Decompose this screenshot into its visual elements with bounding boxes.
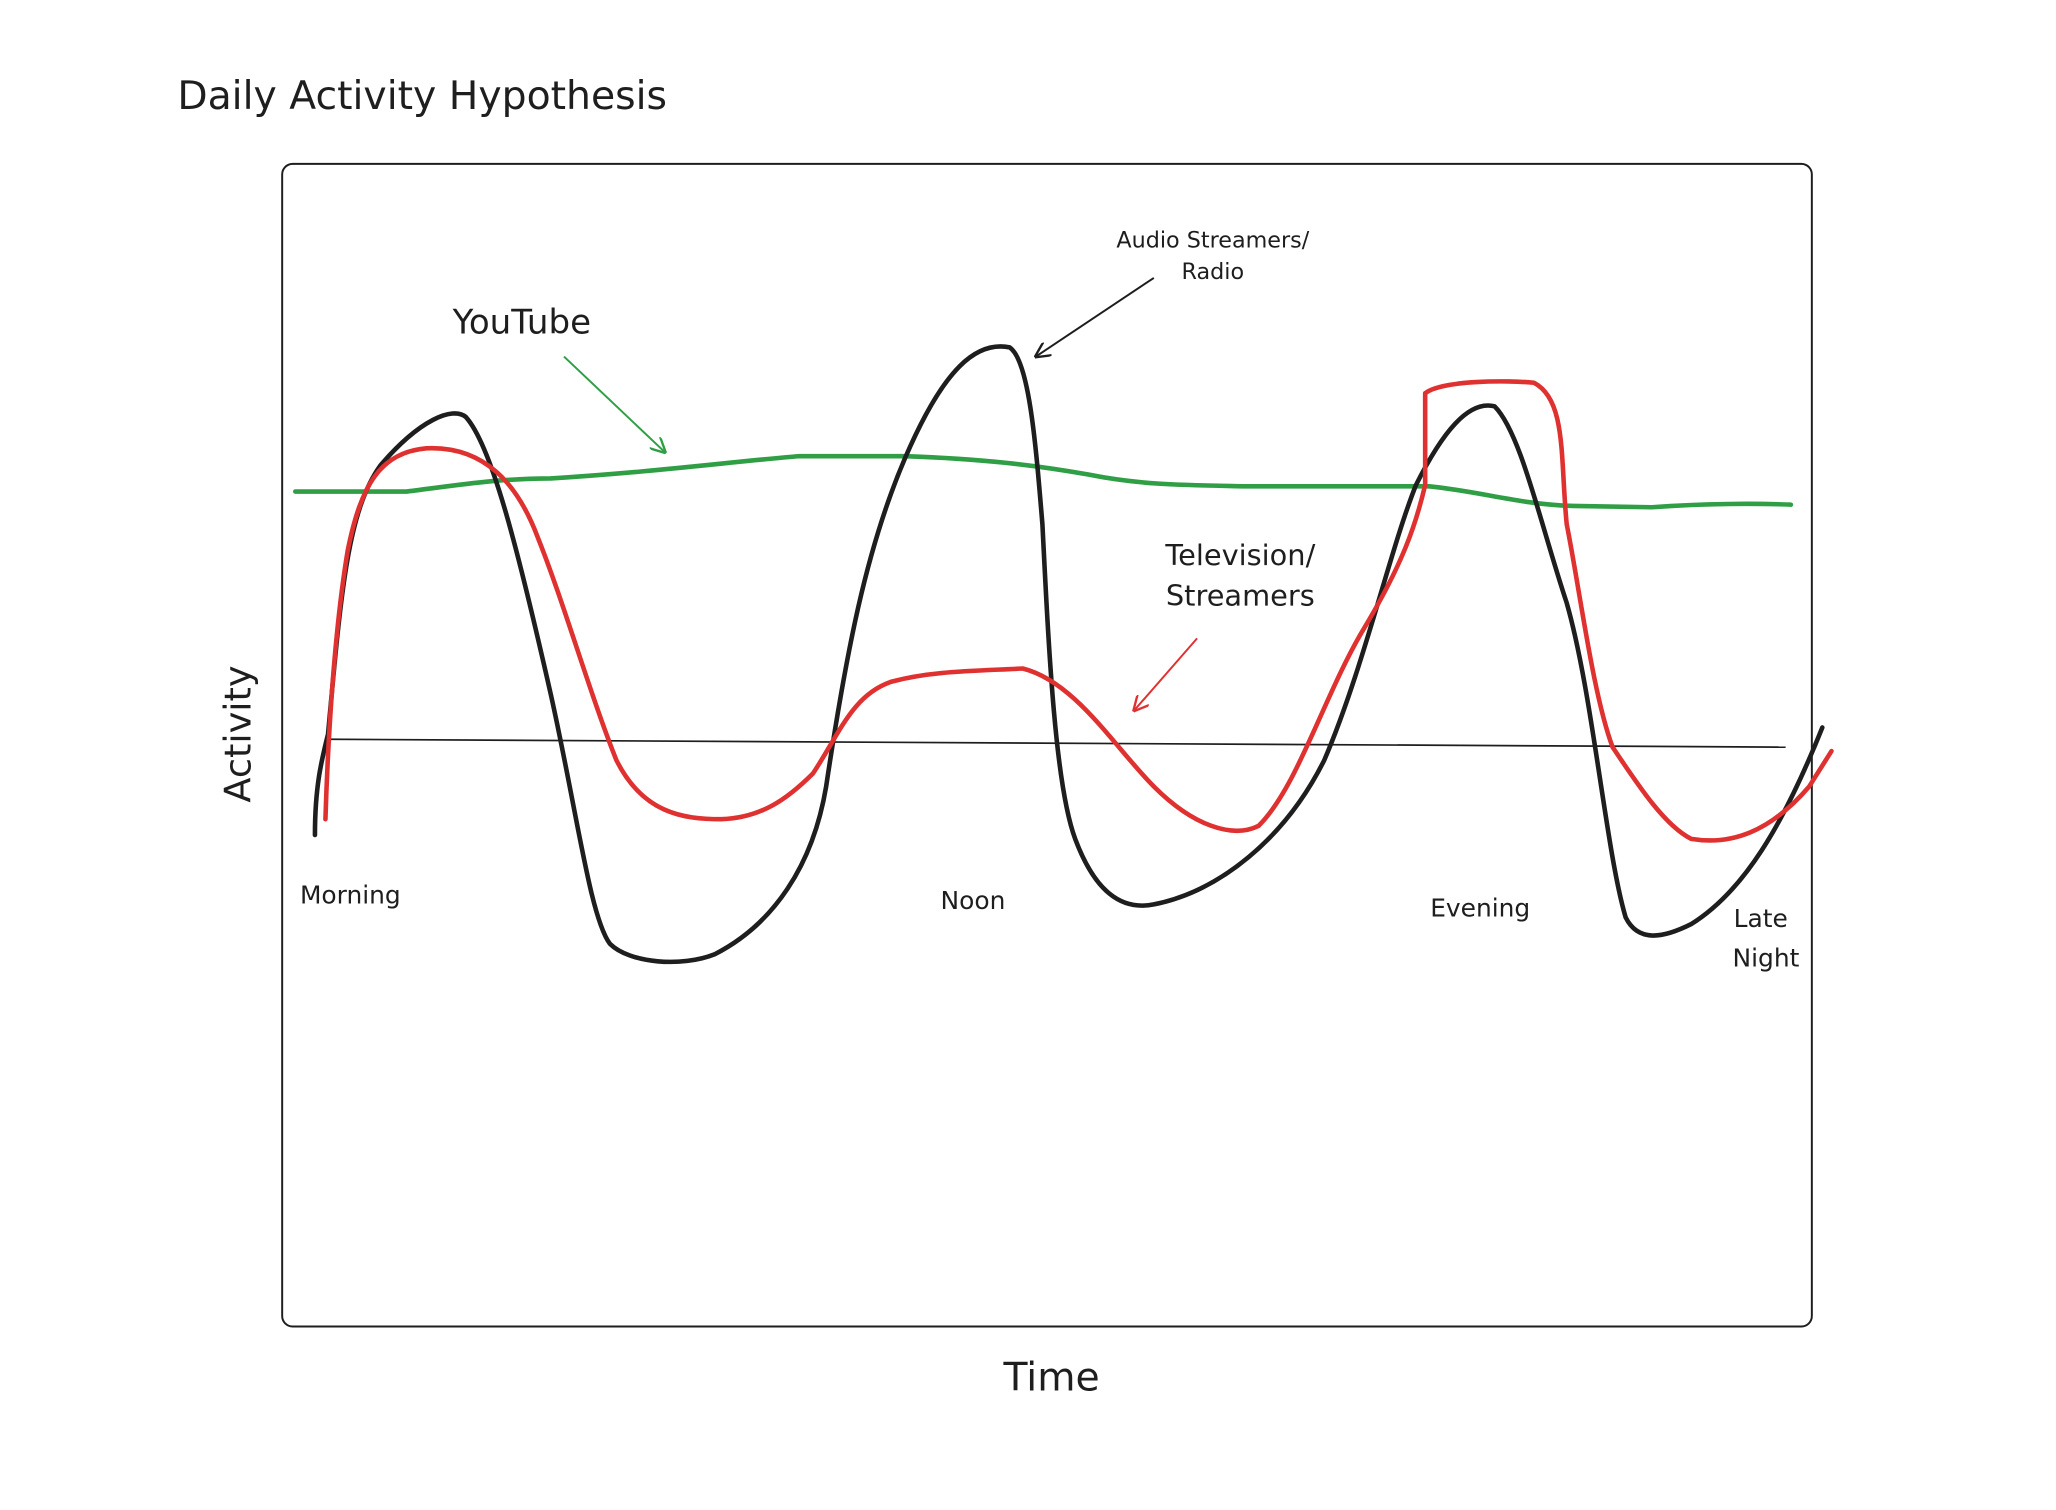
television-arrow [1134,637,1198,710]
television-curve [323,379,1834,843]
frame [281,162,1813,1328]
time-label: Evening [1430,894,1530,923]
time-label: Night [1733,943,1800,972]
audio-label: Audio Streamers/ [1116,228,1309,254]
x-axis-label: Time [1002,1356,1099,1401]
audio-arrow [1036,277,1155,357]
youtube-curve [292,453,1794,510]
audio-curve [312,344,1825,965]
audio-label: Radio [1182,259,1245,285]
title: Daily Activity Hypothesis [177,74,667,119]
youtube-label: YouTube [452,302,592,342]
y-axis-label: Activity [217,665,260,802]
time-label: Late [1734,904,1788,933]
youtube-arrow [563,355,665,453]
television-label: Streamers [1166,579,1315,613]
television-label: Television/ [1164,538,1315,572]
time-label: Morning [300,881,401,910]
time-label: Noon [941,886,1006,915]
